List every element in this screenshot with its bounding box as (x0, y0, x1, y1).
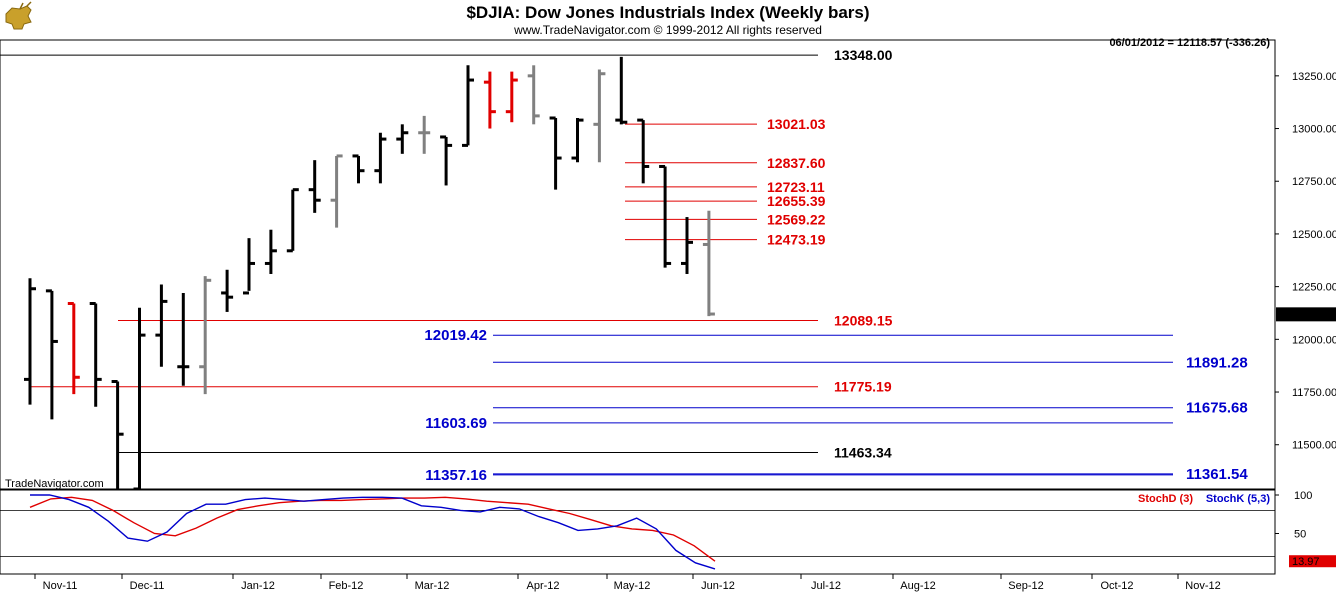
ohlc-bar (615, 56, 628, 125)
ohlc-bar (571, 117, 584, 163)
level-label: 12019.42 (424, 327, 487, 344)
ohlc-bar (462, 65, 474, 147)
chart-subtitle: www.TradeNavigator.com © 1999-2012 All r… (513, 23, 822, 37)
month-tick-label: Sep-12 (1008, 580, 1043, 592)
level-label: 11361.54 (1186, 466, 1248, 483)
level-label: 11891.28 (1186, 354, 1248, 371)
month-tick-label: Nov-12 (1185, 580, 1220, 592)
month-tick-label: Jan-12 (241, 580, 275, 592)
month-tick-label: Apr-12 (526, 580, 559, 592)
ohlc-bar (89, 301, 102, 407)
stochastic-lines (0, 494, 1275, 570)
ohlc-bar (702, 210, 715, 317)
legend-stochk: StochK (5,3) (1206, 493, 1271, 505)
ohlc-bar (243, 238, 255, 295)
ohlc-bar (177, 292, 190, 386)
logo (5, 1, 32, 30)
price-tick-label: 13000.00 (1292, 124, 1336, 136)
price-tick-label: 12250.00 (1292, 282, 1336, 294)
month-tick-label: Nov-11 (43, 580, 78, 592)
month-tick-label: Feb-12 (329, 580, 364, 592)
level-label: 11675.68 (1186, 400, 1248, 417)
price-levels: 13348.00 13021.03 12837.60 12723.1112655.39… (0, 47, 1248, 484)
ohlc-bar (593, 69, 606, 163)
stoch-tick-label: 100 (1294, 490, 1312, 502)
level-label: 13021.03 (767, 116, 826, 132)
level-label: 11775.19 (834, 379, 892, 395)
month-tick-label: Aug-12 (900, 580, 935, 592)
ohlc-bar (352, 154, 365, 184)
price-tick-label: 13250.00 (1292, 71, 1336, 83)
price-tick-label: 12500.00 (1292, 229, 1336, 241)
price-bars (24, 56, 715, 491)
month-tick-label: Jul-12 (811, 580, 841, 592)
price-tick-label: 11500.00 (1292, 440, 1336, 452)
legend-stochd: StochD (3) (1138, 493, 1193, 505)
price-axis: 11500.00 11750.00 12000.00 12250.00 12500.00… (1274, 40, 1336, 574)
ohlc-bar (396, 124, 409, 154)
ohlc-bar (483, 71, 496, 129)
month-tick-label: Mar-12 (415, 580, 450, 592)
stoch-value-label: 13.97 (1292, 556, 1320, 568)
ohlc-bar (221, 269, 234, 312)
level-label: 12655.39 (767, 193, 826, 209)
price-tick-label: 12750.00 (1292, 176, 1336, 188)
month-tick-label: Dec-11 (130, 580, 165, 592)
level-label: 12837.60 (767, 155, 826, 171)
ohlc-bar (199, 276, 212, 395)
ohlc-bar (637, 118, 650, 184)
watermark: TradeNavigator.com (5, 478, 104, 490)
price-tick-label: 12000.00 (1292, 334, 1336, 346)
ohlc-bar (67, 301, 80, 395)
month-tick-label: Oct-12 (1100, 580, 1133, 592)
ohlc-bar (24, 278, 36, 405)
ohlc-bar (505, 71, 518, 123)
ohlc-bar (549, 116, 562, 190)
ohlc-bar (681, 217, 693, 274)
chart-title: $DJIA: Dow Jones Industrials Index (Week… (466, 3, 869, 22)
level-label: 12473.19 (767, 232, 826, 248)
level-label: 11357.16 (425, 467, 487, 484)
ohlc-bar (264, 229, 277, 274)
ohlc-bar (418, 115, 431, 154)
stochk-line (30, 494, 716, 570)
ohlc-bar (133, 307, 146, 491)
golden-bull-logo-icon (5, 1, 32, 30)
level-label: 11603.69 (425, 415, 487, 432)
last-price-tag (1276, 307, 1336, 322)
last-price-label: 12118.57 (1290, 309, 1335, 321)
ohlc-bar (330, 154, 343, 228)
ohlc-bar (659, 164, 672, 268)
stoch-tick-label: 50 (1294, 529, 1306, 541)
stoch-value-tag (1289, 555, 1336, 568)
ohlc-bar (111, 379, 124, 489)
month-tick-label: May-12 (614, 580, 651, 592)
ohlc-bar (155, 284, 168, 367)
level-label: 12723.11 (767, 179, 825, 195)
ohlc-bar (527, 65, 540, 125)
level-label: 13348.00 (834, 47, 893, 63)
ohlc-bar (440, 135, 453, 186)
stochastic-pane (0, 489, 1276, 575)
month-tick-label: Jun-12 (701, 580, 735, 592)
level-label: 12569.22 (767, 211, 826, 227)
ohlc-bar (308, 160, 321, 213)
price-pane (0, 39, 1276, 490)
level-label: 11463.34 (834, 444, 892, 460)
ohlc-bar (286, 188, 299, 253)
last-quote: 06/01/2012 = 12118.57 (-336.26) (1109, 37, 1270, 49)
stochastic-axis: 50 100 13.97 (1275, 490, 1336, 568)
time-axis: Nov-11 Dec-11 Jan-12 Feb-12 Mar-12 Apr-12 May-… (34, 574, 1221, 592)
ohlc-bar (45, 289, 58, 420)
level-label: 12089.15 (834, 313, 893, 329)
price-tick-label: 11750.00 (1292, 387, 1336, 399)
ohlc-bar (374, 132, 387, 184)
stochd-line (29, 496, 716, 562)
